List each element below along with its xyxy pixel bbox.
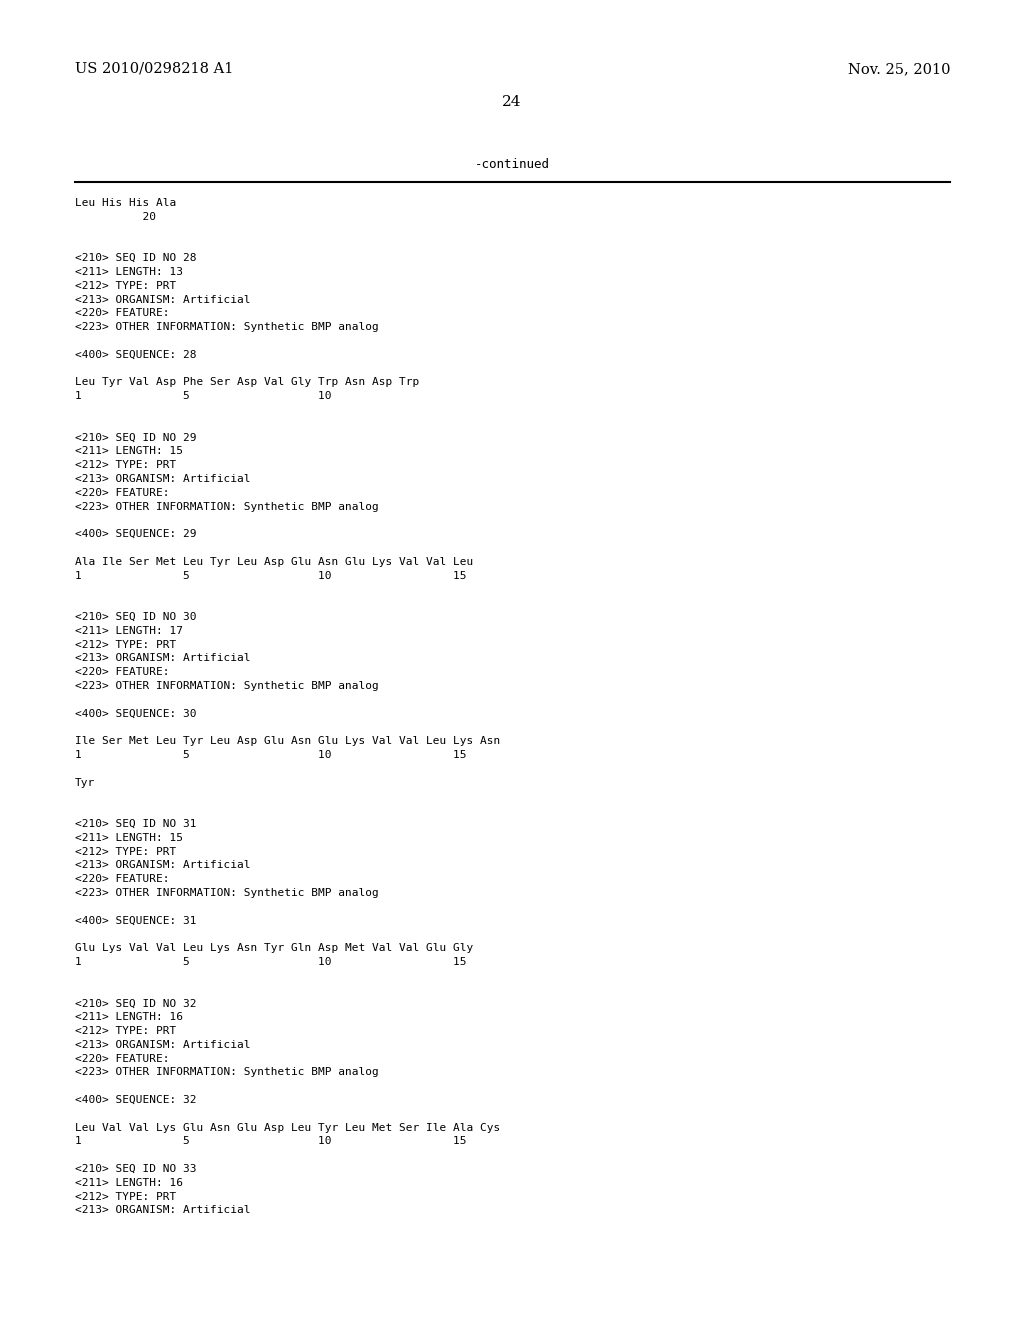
Text: <213> ORGANISM: Artificial: <213> ORGANISM: Artificial (75, 653, 251, 664)
Text: 1               5                   10: 1 5 10 (75, 391, 332, 401)
Text: <210> SEQ ID NO 31: <210> SEQ ID NO 31 (75, 818, 197, 829)
Text: Ala Ile Ser Met Leu Tyr Leu Asp Glu Asn Glu Lys Val Val Leu: Ala Ile Ser Met Leu Tyr Leu Asp Glu Asn … (75, 557, 473, 566)
Text: <211> LENGTH: 13: <211> LENGTH: 13 (75, 267, 183, 277)
Text: <212> TYPE: PRT: <212> TYPE: PRT (75, 846, 176, 857)
Text: <223> OTHER INFORMATION: Synthetic BMP analog: <223> OTHER INFORMATION: Synthetic BMP a… (75, 322, 379, 333)
Text: <210> SEQ ID NO 29: <210> SEQ ID NO 29 (75, 433, 197, 442)
Text: <220> FEATURE:: <220> FEATURE: (75, 488, 170, 498)
Text: 24: 24 (502, 95, 522, 110)
Text: <223> OTHER INFORMATION: Synthetic BMP analog: <223> OTHER INFORMATION: Synthetic BMP a… (75, 681, 379, 690)
Text: <220> FEATURE:: <220> FEATURE: (75, 874, 170, 884)
Text: Leu Tyr Val Asp Phe Ser Asp Val Gly Trp Asn Asp Trp: Leu Tyr Val Asp Phe Ser Asp Val Gly Trp … (75, 378, 419, 387)
Text: <213> ORGANISM: Artificial: <213> ORGANISM: Artificial (75, 861, 251, 870)
Text: <400> SEQUENCE: 29: <400> SEQUENCE: 29 (75, 529, 197, 539)
Text: 20: 20 (75, 211, 156, 222)
Text: <211> LENGTH: 17: <211> LENGTH: 17 (75, 626, 183, 636)
Text: <400> SEQUENCE: 28: <400> SEQUENCE: 28 (75, 350, 197, 360)
Text: <211> LENGTH: 16: <211> LENGTH: 16 (75, 1177, 183, 1188)
Text: <223> OTHER INFORMATION: Synthetic BMP analog: <223> OTHER INFORMATION: Synthetic BMP a… (75, 888, 379, 898)
Text: <211> LENGTH: 15: <211> LENGTH: 15 (75, 446, 183, 457)
Text: <210> SEQ ID NO 28: <210> SEQ ID NO 28 (75, 253, 197, 263)
Text: <400> SEQUENCE: 30: <400> SEQUENCE: 30 (75, 709, 197, 718)
Text: Leu His His Ala: Leu His His Ala (75, 198, 176, 209)
Text: 1               5                   10                  15: 1 5 10 15 (75, 1137, 467, 1146)
Text: US 2010/0298218 A1: US 2010/0298218 A1 (75, 62, 233, 77)
Text: <212> TYPE: PRT: <212> TYPE: PRT (75, 281, 176, 290)
Text: <223> OTHER INFORMATION: Synthetic BMP analog: <223> OTHER INFORMATION: Synthetic BMP a… (75, 1068, 379, 1077)
Text: <400> SEQUENCE: 32: <400> SEQUENCE: 32 (75, 1096, 197, 1105)
Text: <213> ORGANISM: Artificial: <213> ORGANISM: Artificial (75, 294, 251, 305)
Text: <212> TYPE: PRT: <212> TYPE: PRT (75, 640, 176, 649)
Text: Ile Ser Met Leu Tyr Leu Asp Glu Asn Glu Lys Val Val Leu Lys Asn: Ile Ser Met Leu Tyr Leu Asp Glu Asn Glu … (75, 737, 501, 746)
Text: 1               5                   10                  15: 1 5 10 15 (75, 750, 467, 760)
Text: Tyr: Tyr (75, 777, 95, 788)
Text: <400> SEQUENCE: 31: <400> SEQUENCE: 31 (75, 916, 197, 925)
Text: <220> FEATURE:: <220> FEATURE: (75, 667, 170, 677)
Text: <211> LENGTH: 15: <211> LENGTH: 15 (75, 833, 183, 842)
Text: <211> LENGTH: 16: <211> LENGTH: 16 (75, 1012, 183, 1022)
Text: <220> FEATURE:: <220> FEATURE: (75, 309, 170, 318)
Text: <210> SEQ ID NO 30: <210> SEQ ID NO 30 (75, 612, 197, 622)
Text: <213> ORGANISM: Artificial: <213> ORGANISM: Artificial (75, 474, 251, 484)
Text: <210> SEQ ID NO 32: <210> SEQ ID NO 32 (75, 998, 197, 1008)
Text: <213> ORGANISM: Artificial: <213> ORGANISM: Artificial (75, 1040, 251, 1049)
Text: <212> TYPE: PRT: <212> TYPE: PRT (75, 1192, 176, 1201)
Text: Leu Val Val Lys Glu Asn Glu Asp Leu Tyr Leu Met Ser Ile Ala Cys: Leu Val Val Lys Glu Asn Glu Asp Leu Tyr … (75, 1122, 501, 1133)
Text: <212> TYPE: PRT: <212> TYPE: PRT (75, 461, 176, 470)
Text: Glu Lys Val Val Leu Lys Asn Tyr Gln Asp Met Val Val Glu Gly: Glu Lys Val Val Leu Lys Asn Tyr Gln Asp … (75, 944, 473, 953)
Text: Nov. 25, 2010: Nov. 25, 2010 (848, 62, 950, 77)
Text: <220> FEATURE:: <220> FEATURE: (75, 1053, 170, 1064)
Text: -continued: -continued (474, 158, 550, 172)
Text: <223> OTHER INFORMATION: Synthetic BMP analog: <223> OTHER INFORMATION: Synthetic BMP a… (75, 502, 379, 512)
Text: 1               5                   10                  15: 1 5 10 15 (75, 570, 467, 581)
Text: 1               5                   10                  15: 1 5 10 15 (75, 957, 467, 968)
Text: <210> SEQ ID NO 33: <210> SEQ ID NO 33 (75, 1164, 197, 1173)
Text: <212> TYPE: PRT: <212> TYPE: PRT (75, 1026, 176, 1036)
Text: <213> ORGANISM: Artificial: <213> ORGANISM: Artificial (75, 1205, 251, 1216)
